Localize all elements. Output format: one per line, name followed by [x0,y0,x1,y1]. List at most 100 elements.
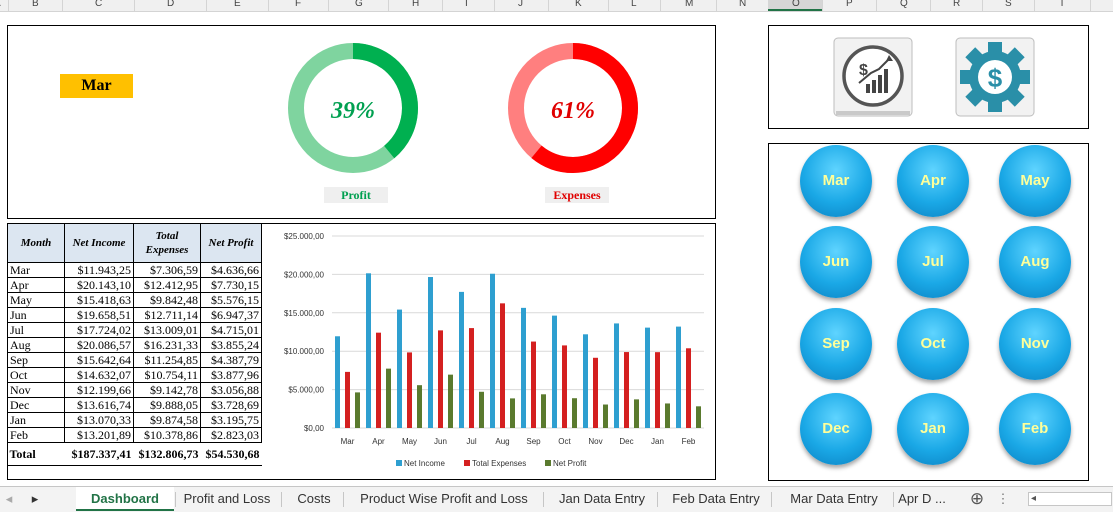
column-header-i[interactable]: I [465,0,468,9]
selected-month-label: Mar [60,74,133,98]
column-header-g[interactable]: G [355,0,363,9]
month-button-feb[interactable]: Feb [999,393,1071,465]
total-profit-cell: $54.530,68 [200,442,262,466]
svg-text:$: $ [859,62,868,79]
month-button-aug[interactable]: Aug [999,226,1071,298]
net-profit-cell: $3.195,75 [200,412,262,428]
bar-net-profit-feb [696,406,701,428]
column-separator [982,0,983,11]
total-expenses-cell: $12.711,14 [133,307,201,323]
dollar-gear-icon[interactable]: $ [955,37,1035,117]
tab-product-wise-profit-and-loss[interactable]: Product Wise Profit and Loss [360,491,528,506]
net-profit-cell: $7.730,15 [200,277,262,293]
chart-grid [332,235,704,429]
column-header-q[interactable]: Q [900,0,908,9]
month-button-mar[interactable]: Mar [800,145,872,217]
net-income-cell: $20.143,10 [64,277,134,293]
column-header-t[interactable]: T [1059,0,1066,9]
total-expenses-cell: $10.378,86 [133,427,201,443]
tab-costs[interactable]: Costs [297,491,331,506]
bar-net-profit-apr [386,368,391,428]
table-total-row: Total $187.337,41 $132.806,73 $54.530,68 [7,442,262,466]
column-header-f[interactable]: F [295,0,302,9]
table-row: Feb $13.201,89 $10.378,86 $2.823,03 [7,427,262,443]
net-profit-cell: $3.877,96 [200,367,262,383]
column-header-p[interactable]: P [846,0,853,9]
scrollbar-left-arrow[interactable]: ◂ [1031,493,1037,504]
bar-total-expenses-feb [686,348,691,428]
add-sheet-icon[interactable]: ⊕ [969,489,985,508]
month-cell: Jul [7,322,65,338]
month-cell: Aug [7,337,65,353]
y-tick-label: $10.000,00 [284,347,325,356]
table-row: Oct $14.632,07 $10.754,11 $3.877,96 [7,367,262,383]
net-income-cell: $13.070,33 [64,412,134,428]
month-button-oct[interactable]: Oct [897,308,969,380]
column-header-k[interactable]: K [575,0,582,9]
column-header-d[interactable]: D [167,0,175,9]
tab-feb-data-entry[interactable]: Feb Data Entry [672,491,760,506]
net-profit-cell: $3.855,24 [200,337,262,353]
net-profit-cell: $2.823,03 [200,427,262,443]
tab-scroll-left[interactable]: ◂ [5,491,13,506]
bar-total-expenses-jan [655,352,660,428]
column-header-r[interactable]: R [953,0,961,9]
bar-net-income-may [397,309,402,428]
column-separator [494,0,495,11]
column-separator [930,0,931,11]
column-header-c[interactable]: C [95,0,103,9]
y-tick-label: $20.000,00 [284,270,325,279]
x-tick-label: Dec [619,437,633,446]
month-button-sep[interactable]: Sep [800,308,872,380]
column-header-m[interactable]: M [685,0,694,9]
finance-growth-icon[interactable]: $ [833,37,913,117]
month-button-may[interactable]: May [999,145,1071,217]
net-income-cell: $15.642,64 [64,352,134,368]
column-header-a[interactable]: A [0,0,1,9]
column-header-o[interactable]: O [792,0,800,9]
column-header-s[interactable]: S [1005,0,1012,9]
month-cell: Oct [7,367,65,383]
horizontal-scrollbar[interactable]: ◂ [1028,492,1112,506]
month-button-apr[interactable]: Apr [897,145,969,217]
tab-jan-data-entry[interactable]: Jan Data Entry [559,491,645,506]
expenses-percent: 61% [551,98,595,124]
chart-legend: Net Income Total Expenses Net Profit [396,459,587,468]
column-header-n[interactable]: N [739,0,747,9]
total-expenses-cell: $9.142,78 [133,382,201,398]
column-separator [388,0,389,11]
table-row: Jun $19.658,51 $12.711,14 $6.947,37 [7,307,262,323]
profit-loss-table: Month Net Income Total Expenses Net Prof… [7,223,262,466]
month-button-jan[interactable]: Jan [897,393,969,465]
net-profit-cell: $3.056,88 [200,382,262,398]
tab-apr-d[interactable]: Apr D ... [898,491,946,506]
column-header-e[interactable]: E [234,0,241,9]
tab-mar-data-entry[interactable]: Mar Data Entry [790,491,878,506]
table-row: May $15.418,63 $9.842,48 $5.576,15 [7,292,262,308]
column-header-l[interactable]: L [631,0,637,9]
month-button-jun[interactable]: Jun [800,226,872,298]
tab-profit-and-loss[interactable]: Profit and Loss [183,491,271,506]
month-button-nov[interactable]: Nov [999,308,1071,380]
bar-total-expenses-apr [376,332,381,428]
column-separator [660,0,661,11]
more-options-icon[interactable]: ⋮ [996,491,1010,506]
bar-net-income-nov [583,334,588,428]
month-button-jul[interactable]: Jul [897,226,969,298]
total-income-cell: $187.337,41 [64,442,134,466]
column-separator [1034,0,1035,11]
month-button-dec[interactable]: Dec [800,393,872,465]
column-header-h[interactable]: H [412,0,420,9]
column-header-b[interactable]: B [32,0,39,9]
sheet-tabs-bar: ◂ ▸ Dashboard Profit and Loss Costs Product… [0,486,1113,512]
column-separator [328,0,329,11]
column-header-j[interactable]: J [518,0,523,9]
month-cell: Dec [7,397,65,413]
bar-net-income-dec [614,323,619,428]
total-label-cell: Total [7,442,65,466]
bar-total-expenses-sep [531,341,536,428]
tab-scroll-right[interactable]: ▸ [31,491,39,506]
bar-net-income-jan [645,327,650,428]
x-tick-label: Feb [682,437,696,446]
tab-dashboard[interactable]: Dashboard [76,487,174,511]
